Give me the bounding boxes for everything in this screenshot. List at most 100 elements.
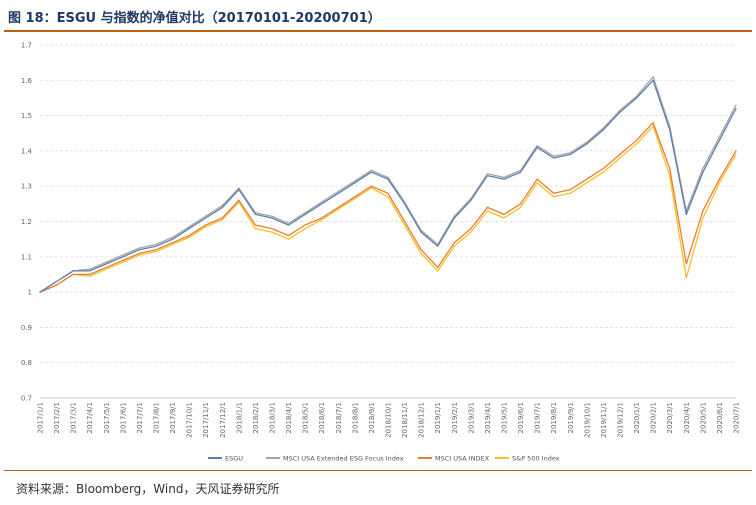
y-tick-label: 1.5 [21,112,32,120]
data-point [602,171,605,173]
data-point [503,176,505,178]
data-point [569,153,571,155]
data-point [321,217,323,219]
data-point [636,97,638,99]
data-point [188,235,190,237]
data-point [387,196,389,198]
data-point [254,224,256,226]
data-point [619,109,621,111]
x-tick-label: 2020/3/1 [666,402,674,433]
data-point [669,175,671,177]
data-point [105,261,107,263]
x-tick-label: 2017/6/1 [119,402,127,433]
y-tick-label: 1.7 [21,42,32,50]
data-point [486,206,488,208]
data-point [105,263,107,265]
x-tick-label: 2019/7/1 [534,402,542,433]
data-point [337,192,339,194]
data-point [221,217,223,219]
data-point [669,167,671,170]
data-point [437,270,439,272]
data-point [486,210,488,212]
data-point [370,171,372,173]
data-point [735,150,737,152]
legend-label: S&P 500 Index [512,454,560,462]
data-point [387,178,389,180]
data-point [536,146,538,148]
x-tick-label: 2017/3/1 [70,402,78,433]
legend: ESGU MSCI USA Extended ESG Focus Index MSC… [208,454,560,462]
data-point [172,236,174,238]
data-point [718,136,721,138]
y-tick-label: 1.4 [21,147,33,155]
x-tick-label: 2017/9/1 [169,402,177,433]
data-point [221,205,223,207]
y-tick-label: 1.1 [21,253,32,261]
data-point [536,178,538,180]
data-point [271,215,273,217]
data-point [420,249,422,251]
x-tick-label: 2020/2/1 [650,402,658,433]
data-point [205,224,207,226]
y-tick-label: 1 [28,289,32,297]
data-point [586,178,588,180]
data-point [321,203,323,205]
y-tick-label: 0.8 [21,359,32,367]
series-line-1 [39,76,737,293]
data-point [636,95,638,97]
y-axis-ticks: 0.7 0.8 0.9 1 1.1 1.2 1.3 1.4 1.5 1.6 1.7 [21,42,33,403]
data-point [72,273,74,275]
x-tick-label: 2019/3/1 [467,402,475,433]
x-tick-label: 2020/4/1 [683,402,691,433]
data-point [602,129,605,131]
data-point [89,275,91,277]
x-tick-label: 2018/1/1 [235,402,243,433]
data-point [685,277,687,279]
data-point [354,196,356,198]
data-point [238,199,240,201]
x-tick-label: 2020/7/1 [733,402,741,433]
data-point [304,228,306,230]
data-point [72,270,74,272]
data-point [636,139,638,141]
y-tick-label: 0.9 [21,324,32,332]
data-point [138,252,140,254]
data-point [652,122,654,124]
data-point [702,167,704,170]
y-tick-label: 1.2 [21,218,32,226]
data-point [536,145,538,147]
data-point [122,259,124,261]
data-point [288,235,290,237]
data-point [536,182,538,184]
data-point [271,231,273,233]
data-point [669,129,671,131]
x-tick-label: 2019/8/1 [550,402,558,433]
x-tick-label: 2018/2/1 [252,402,260,433]
data-point [685,263,687,265]
data-point [304,224,306,226]
data-point [735,153,737,155]
data-point [420,252,422,254]
data-point [337,190,339,193]
x-tick-label: 2019/1/1 [434,402,442,433]
data-point [122,261,124,263]
data-point [105,266,107,268]
data-point [404,203,406,205]
series-lines [39,76,737,293]
y-tick-label: 1.3 [21,183,32,191]
data-point [188,236,190,238]
legend-label: MSCI USA INDEX [435,454,490,462]
x-tick-label: 2019/2/1 [451,402,459,433]
data-point [288,222,290,224]
data-point [503,217,505,219]
x-tick-label: 2019/12/1 [617,402,625,438]
x-tick-label: 2019/10/1 [583,402,591,438]
data-point [735,104,737,106]
x-tick-label: 2018/7/1 [335,402,343,433]
x-axis-ticks: 2017/1/1 2017/2/1 2017/3/1 2017/4/1 2017/5/1… [37,402,741,438]
data-point [453,217,455,219]
data-point [404,220,406,223]
x-tick-label: 2018/11/1 [401,402,409,438]
data-point [602,167,605,170]
x-tick-label: 2020/1/1 [633,402,641,433]
